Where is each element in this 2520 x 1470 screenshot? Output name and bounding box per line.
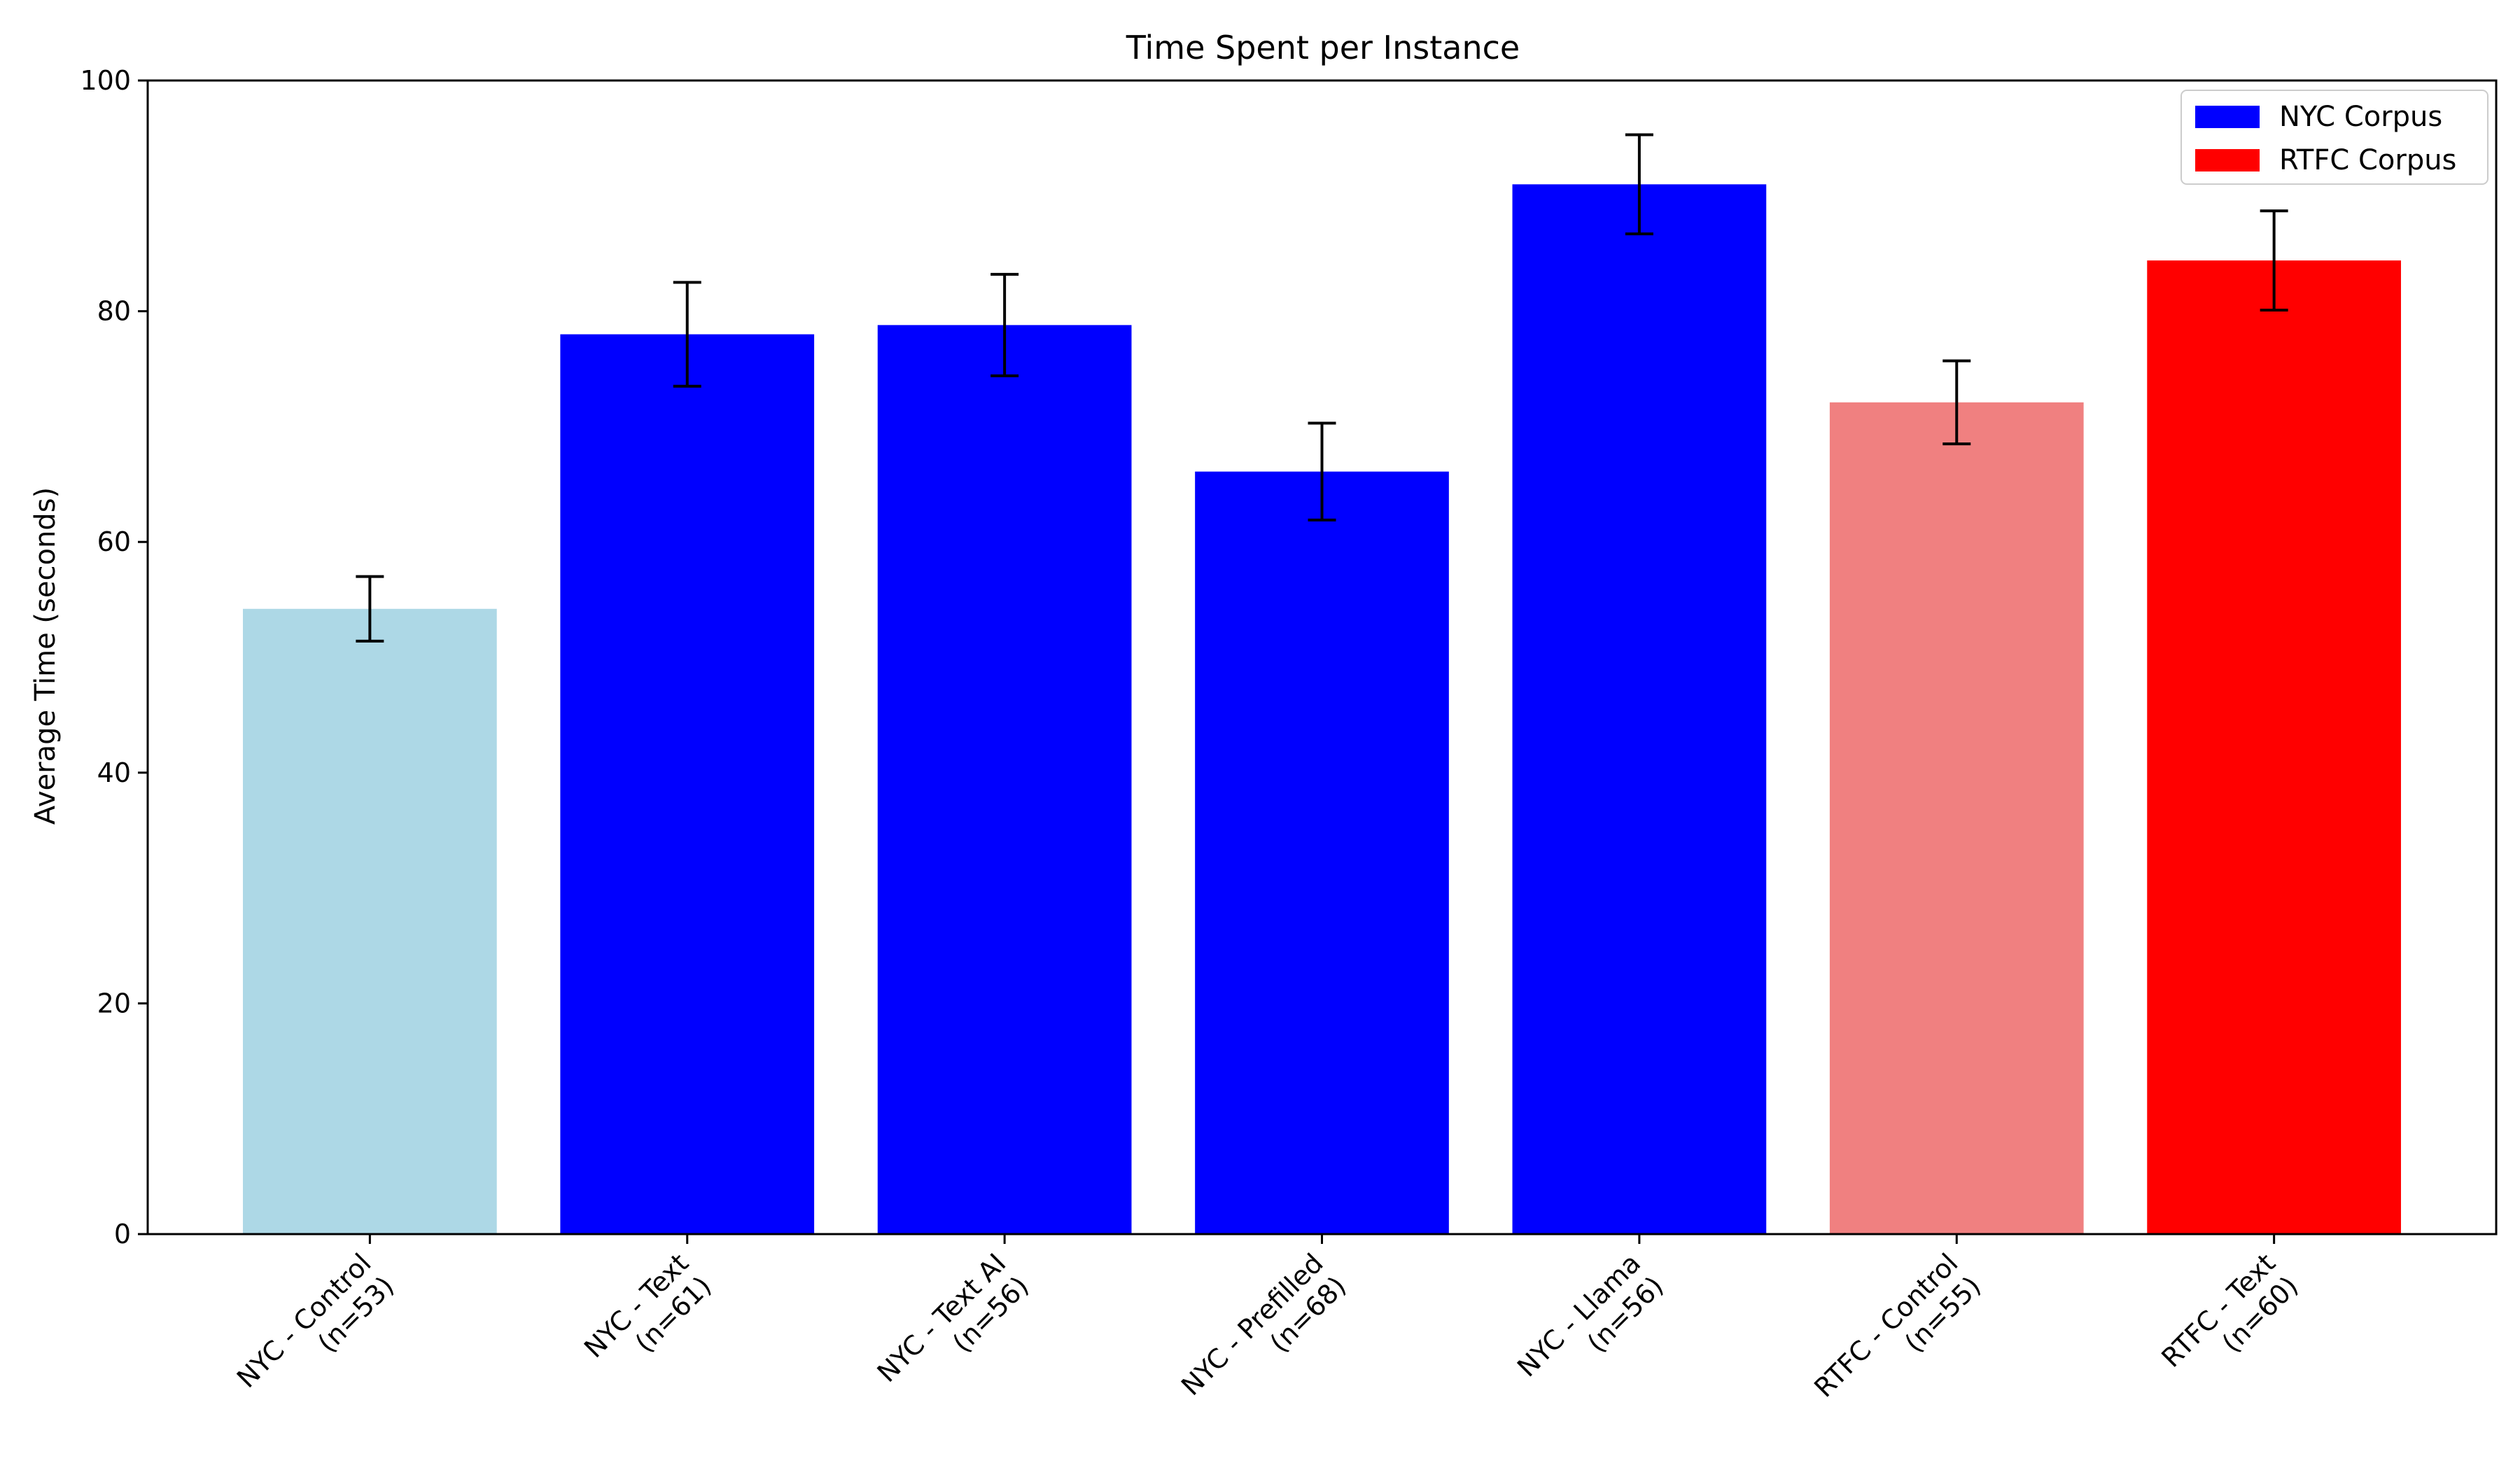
y-tick-label: 60 (97, 526, 131, 557)
y-axis-label: Average Time (seconds) (29, 487, 62, 825)
y-axis: 0 20 40 60 80 100 (80, 65, 148, 1250)
x-tick-label: NYC - Llama(n=56) (1511, 1247, 1670, 1406)
x-tick-label: RTFC - Control(n=55) (1808, 1247, 1987, 1426)
bar (2147, 260, 2401, 1234)
bar (1829, 402, 2084, 1234)
x-axis: NYC - Control(n=53) NYC - Text(n=61) NYC -… (231, 1234, 2304, 1426)
error-bars-group (356, 133, 2288, 643)
bars-group (243, 184, 2401, 1235)
legend-swatch (2195, 106, 2260, 128)
y-tick-label: 40 (97, 757, 131, 788)
x-tick-label: NYC - Text(n=61) (578, 1247, 718, 1387)
plot-frame (146, 79, 2498, 1236)
bar (243, 608, 497, 1234)
x-tick-label: NYC - Text AI(n=56) (872, 1247, 1035, 1410)
x-tick-label: NYC - Prefilled(n=68) (1175, 1247, 1352, 1424)
legend-label: NYC Corpus (2279, 101, 2442, 133)
chart-title: Time Spent per Instance (1126, 29, 1520, 66)
legend-label: RTFC Corpus (2279, 144, 2456, 176)
x-tick-label: RTFC - Text(n=60) (2155, 1247, 2304, 1396)
y-tick-label: 20 (97, 988, 131, 1018)
y-tick-label: 100 (80, 65, 131, 96)
x-tick-label: NYC - Control(n=53) (231, 1247, 400, 1416)
legend: NYC Corpus RTFC Corpus (2180, 90, 2488, 185)
bar (877, 325, 1132, 1235)
bar (1195, 471, 1449, 1234)
bar (560, 334, 815, 1234)
bar (1512, 184, 1767, 1234)
legend-swatch (2195, 149, 2260, 172)
y-tick-label: 0 (114, 1219, 131, 1250)
y-tick-label: 80 (97, 296, 131, 327)
